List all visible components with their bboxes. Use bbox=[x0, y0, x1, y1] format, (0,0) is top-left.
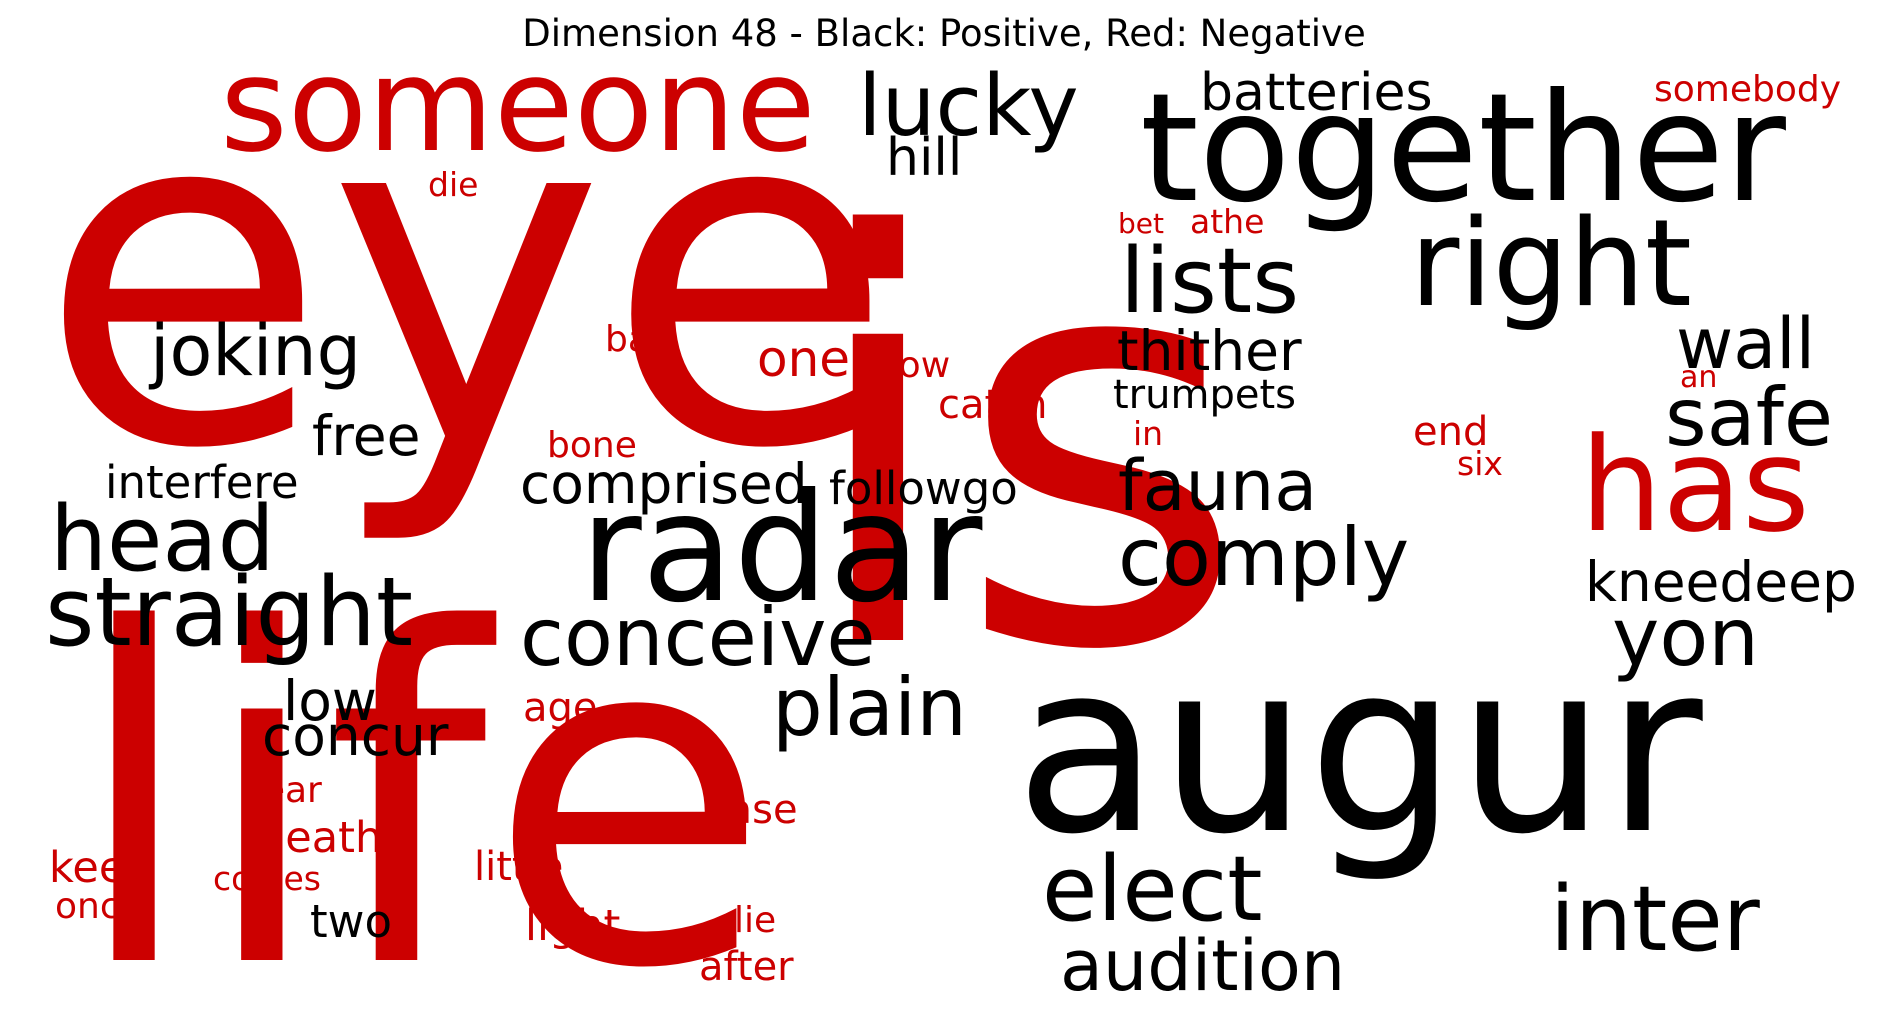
word-keep: keep bbox=[49, 843, 153, 893]
word-batteries: batteries bbox=[1200, 63, 1433, 123]
word-yon: yon bbox=[1612, 591, 1759, 684]
word-eye: eye bbox=[38, 4, 894, 551]
word-bag: bag bbox=[605, 319, 673, 360]
word-lists: lists bbox=[1120, 229, 1299, 334]
word-plain: plain bbox=[772, 661, 967, 754]
word-death: death bbox=[258, 813, 382, 863]
chart-title: Dimension 48 - Black: Positive, Red: Neg… bbox=[522, 12, 1366, 55]
word-has: has bbox=[1580, 409, 1810, 561]
word-someone: someone bbox=[220, 29, 816, 181]
word-catch: catch bbox=[938, 382, 1048, 428]
word-lie: lie bbox=[734, 900, 776, 941]
word-comprised: comprised bbox=[520, 452, 808, 516]
word-straight: straight bbox=[45, 558, 413, 668]
word-trumpets: trumpets bbox=[1113, 372, 1296, 418]
word-elect: elect bbox=[1042, 837, 1263, 942]
word-comes: comes bbox=[213, 859, 321, 898]
word-fauna: fauna bbox=[1118, 445, 1317, 527]
word-free: free bbox=[312, 404, 420, 468]
word-bone: bone bbox=[547, 425, 637, 466]
word-hill: hill bbox=[886, 128, 962, 188]
word-bet: bet bbox=[1118, 207, 1164, 240]
word-concur: concur bbox=[262, 704, 449, 768]
word-right: right bbox=[1410, 195, 1692, 334]
word-six: six bbox=[1457, 444, 1503, 483]
word-age: age bbox=[523, 685, 598, 731]
word-athe: athe bbox=[1190, 202, 1264, 241]
word-conceive: conceive bbox=[520, 591, 876, 684]
word-one: one bbox=[757, 330, 850, 388]
word-bear: bear bbox=[240, 770, 322, 811]
word-radar: radar bbox=[580, 462, 983, 636]
word-after: after bbox=[699, 944, 794, 990]
word-together: together bbox=[1140, 62, 1786, 236]
word-safe: safe bbox=[1665, 371, 1833, 464]
word-audition: audition bbox=[1060, 925, 1345, 1007]
word-once: once bbox=[55, 886, 142, 927]
word-kneedeep: kneedeep bbox=[1585, 550, 1857, 614]
word-thither: thither bbox=[1117, 319, 1302, 383]
word-two: two bbox=[310, 895, 392, 948]
word-augur: augur bbox=[1015, 613, 1703, 886]
word-somebody: somebody bbox=[1654, 69, 1841, 110]
word-low: low bbox=[283, 669, 377, 733]
word-head: head bbox=[50, 487, 275, 592]
word-end: end bbox=[1413, 409, 1488, 455]
word-lucky: lucky bbox=[858, 57, 1079, 156]
word-in: in bbox=[1133, 414, 1163, 453]
word-little: little bbox=[474, 844, 563, 890]
word-comply: comply bbox=[1118, 511, 1409, 604]
word-an: an bbox=[1680, 360, 1717, 395]
word-interfere: interfere bbox=[105, 456, 299, 509]
word-inter: inter bbox=[1550, 867, 1760, 972]
word-joking: joking bbox=[148, 310, 361, 392]
word-die: die bbox=[428, 165, 478, 204]
word-is: is bbox=[800, 121, 1247, 773]
word-light: light bbox=[525, 901, 620, 951]
word-wall: wall bbox=[1676, 303, 1815, 385]
word-life: life bbox=[70, 534, 771, 1010]
word-know: know bbox=[855, 345, 950, 386]
word-followgo: followgo bbox=[829, 462, 1018, 515]
word-ease: ease bbox=[703, 787, 798, 833]
